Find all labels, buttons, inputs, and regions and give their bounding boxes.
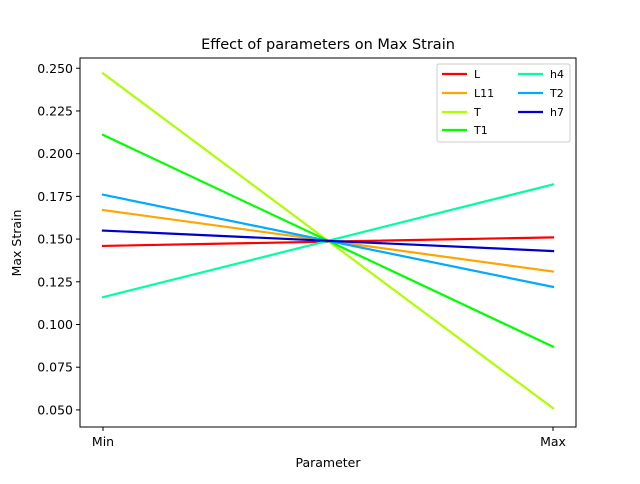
- chart-title: Effect of parameters on Max Strain: [201, 37, 455, 53]
- y-axis-label: Max Strain: [9, 210, 24, 277]
- y-axis-ticks: 0.050 0.075 0.100 0.125 0.150 0.175 0.200 0.225…: [37, 61, 80, 417]
- legend-frame: [436, 63, 571, 143]
- y-tick-label: 0.125: [37, 274, 73, 289]
- series-line-h7: [101, 229, 555, 253]
- legend: L L11 T T1 h4 T2 h7: [436, 63, 571, 143]
- legend-label-t: T: [473, 106, 481, 119]
- y-tick-label: 0.250: [37, 61, 73, 76]
- legend-label-l11: L11: [474, 87, 494, 100]
- y-tick-label: 0.225: [37, 103, 73, 118]
- y-tick-label: 0.200: [37, 146, 73, 161]
- y-tick-label: 0.100: [37, 317, 73, 332]
- series-lines: [101, 71, 555, 410]
- legend-label-h4: h4: [550, 68, 564, 81]
- legend-label-t1: T1: [473, 124, 488, 137]
- y-tick-label: 0.150: [37, 232, 73, 247]
- legend-label-l: L: [474, 68, 481, 81]
- y-tick-label: 0.175: [37, 189, 73, 204]
- x-axis-label: Parameter: [295, 455, 361, 470]
- y-tick-label: 0.075: [37, 360, 73, 375]
- x-tick-label: Min: [92, 434, 114, 449]
- y-tick-label: 0.050: [37, 402, 73, 417]
- x-tick-label: Max: [540, 434, 566, 449]
- x-axis-ticks: Min Max: [92, 427, 566, 449]
- axes: [79, 57, 577, 428]
- legend-label-h7: h7: [550, 106, 564, 119]
- plot-area-frame: [79, 57, 577, 428]
- legend-label-t2: T2: [549, 87, 564, 100]
